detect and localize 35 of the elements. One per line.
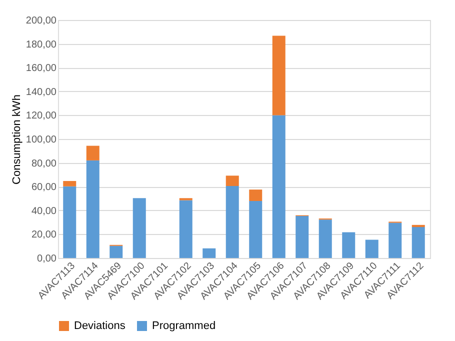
bar	[412, 227, 425, 258]
bar	[63, 181, 76, 186]
y-tick-label: 60,00	[31, 182, 57, 194]
y-tick-label: 200,00	[26, 16, 57, 26]
bar	[365, 240, 378, 258]
bar	[412, 224, 425, 228]
bar	[179, 200, 192, 258]
bar	[272, 115, 286, 258]
bar	[226, 186, 239, 258]
bar	[86, 160, 100, 258]
y-tick-label: 20,00	[31, 230, 57, 241]
bar	[226, 176, 239, 186]
bar	[63, 186, 76, 258]
y-tick-label: 100,00	[26, 134, 57, 146]
bar	[296, 216, 309, 258]
bar	[86, 146, 100, 160]
legend-label: Deviations	[74, 320, 126, 332]
bar	[202, 248, 216, 258]
y-tick-label: 140,00	[26, 86, 57, 98]
bar	[272, 36, 286, 116]
bar	[249, 201, 262, 258]
bar	[132, 198, 146, 258]
bar	[388, 222, 402, 258]
y-tick-label: 160,00	[26, 63, 57, 74]
y-tick-label: 80,00	[31, 158, 57, 170]
bar	[342, 232, 356, 258]
bar	[110, 246, 123, 258]
y-tick-label: 0,00	[37, 254, 57, 264]
y-tick-label: 40,00	[31, 206, 57, 217]
bar	[318, 220, 332, 258]
y-tick-label: 120,00	[26, 110, 57, 122]
y-axis-title: Consumption kWh	[10, 94, 23, 184]
bar	[249, 190, 262, 201]
y-tick-label: 180,00	[26, 39, 57, 50]
legend-label: Programmed	[152, 320, 216, 332]
